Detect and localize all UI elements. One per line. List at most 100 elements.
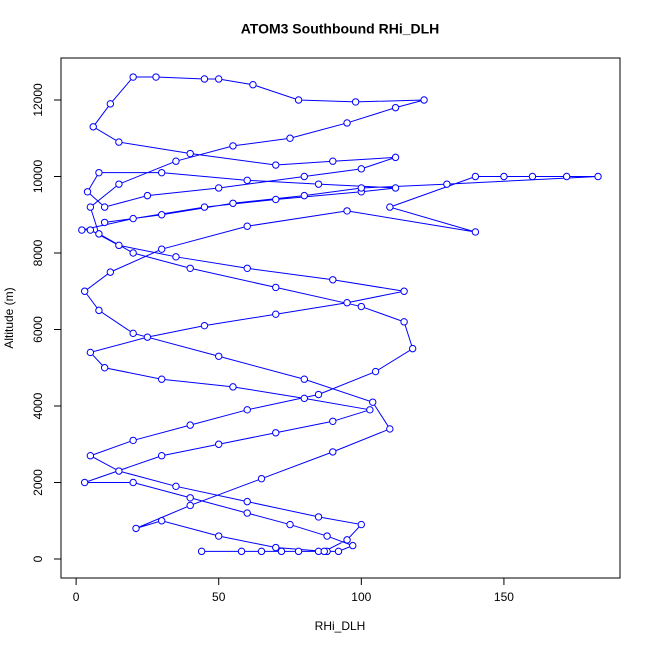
point: [186, 264, 194, 272]
point: [294, 547, 303, 556]
point: [243, 406, 251, 414]
point: [320, 547, 328, 556]
point: [314, 513, 323, 521]
point: [500, 172, 508, 181]
point: [86, 348, 95, 357]
point: [329, 448, 337, 456]
point: [400, 287, 408, 295]
point: [351, 98, 360, 106]
point: [143, 333, 152, 341]
point: [172, 253, 180, 261]
x-tick-label: 0: [73, 590, 80, 604]
point: [300, 375, 308, 383]
point: [80, 287, 89, 295]
point: [95, 230, 103, 238]
point: [129, 478, 137, 487]
point: [314, 180, 323, 188]
point: [334, 547, 343, 556]
point: [594, 172, 602, 181]
point: [197, 547, 206, 556]
point: [272, 283, 280, 292]
point: [272, 429, 280, 437]
point: [129, 249, 137, 257]
plot-frame: [60, 57, 621, 579]
point: [106, 100, 115, 108]
x-tick-label: 50: [212, 590, 226, 604]
point: [277, 547, 286, 556]
point: [100, 364, 109, 372]
point: [329, 417, 337, 425]
point: [286, 520, 294, 529]
point: [200, 203, 209, 211]
point: [186, 149, 194, 158]
point: [243, 497, 251, 506]
point: [129, 329, 137, 338]
point: [323, 532, 331, 540]
point: [369, 398, 377, 406]
point: [371, 367, 380, 376]
point: [229, 142, 237, 150]
point: [157, 452, 166, 460]
point: [243, 222, 251, 230]
point: [83, 188, 92, 196]
point: [215, 440, 223, 448]
point: [391, 103, 400, 112]
point: [157, 517, 166, 525]
point: [420, 96, 428, 104]
point: [329, 276, 337, 284]
point: [172, 157, 180, 165]
point: [243, 264, 251, 272]
point: [286, 134, 294, 142]
x-tick-label: 150: [494, 590, 514, 604]
point: [95, 168, 103, 177]
point: [186, 421, 194, 429]
point: [143, 191, 152, 200]
point: [115, 180, 123, 188]
point: [294, 96, 303, 104]
point: [157, 375, 166, 383]
point: [314, 390, 323, 399]
point: [343, 119, 351, 127]
point: [443, 180, 451, 188]
point: [215, 75, 223, 83]
point: [129, 436, 137, 445]
y-axis-label: Altitude (m): [2, 287, 16, 348]
series-line: [81, 76, 599, 552]
point: [357, 184, 366, 192]
point: [100, 218, 109, 227]
point: [106, 268, 115, 276]
point: [357, 520, 366, 529]
point: [243, 509, 251, 517]
point: [386, 425, 394, 433]
point: [157, 245, 166, 253]
point: [172, 482, 180, 491]
point: [257, 547, 266, 556]
point: [300, 191, 308, 200]
point: [391, 184, 400, 192]
point: [89, 123, 97, 131]
point: [257, 474, 266, 483]
point: [272, 543, 280, 552]
y-tick-label: 8000: [31, 239, 45, 266]
y-tick-label: 0: [31, 555, 45, 562]
point: [80, 478, 89, 487]
y-tick-label: 10000: [31, 159, 45, 193]
point: [391, 153, 400, 162]
point: [366, 406, 374, 414]
point: [115, 241, 123, 250]
point: [408, 344, 417, 353]
point: [200, 75, 209, 83]
point: [471, 172, 480, 181]
point: [115, 138, 123, 146]
point: [237, 547, 246, 556]
point: [215, 352, 223, 360]
point: [129, 73, 137, 81]
point: [186, 494, 194, 502]
y-tick-label: 6000: [31, 316, 45, 343]
point: [157, 168, 166, 177]
point: [343, 536, 351, 544]
point: [357, 165, 366, 173]
point: [229, 199, 237, 207]
